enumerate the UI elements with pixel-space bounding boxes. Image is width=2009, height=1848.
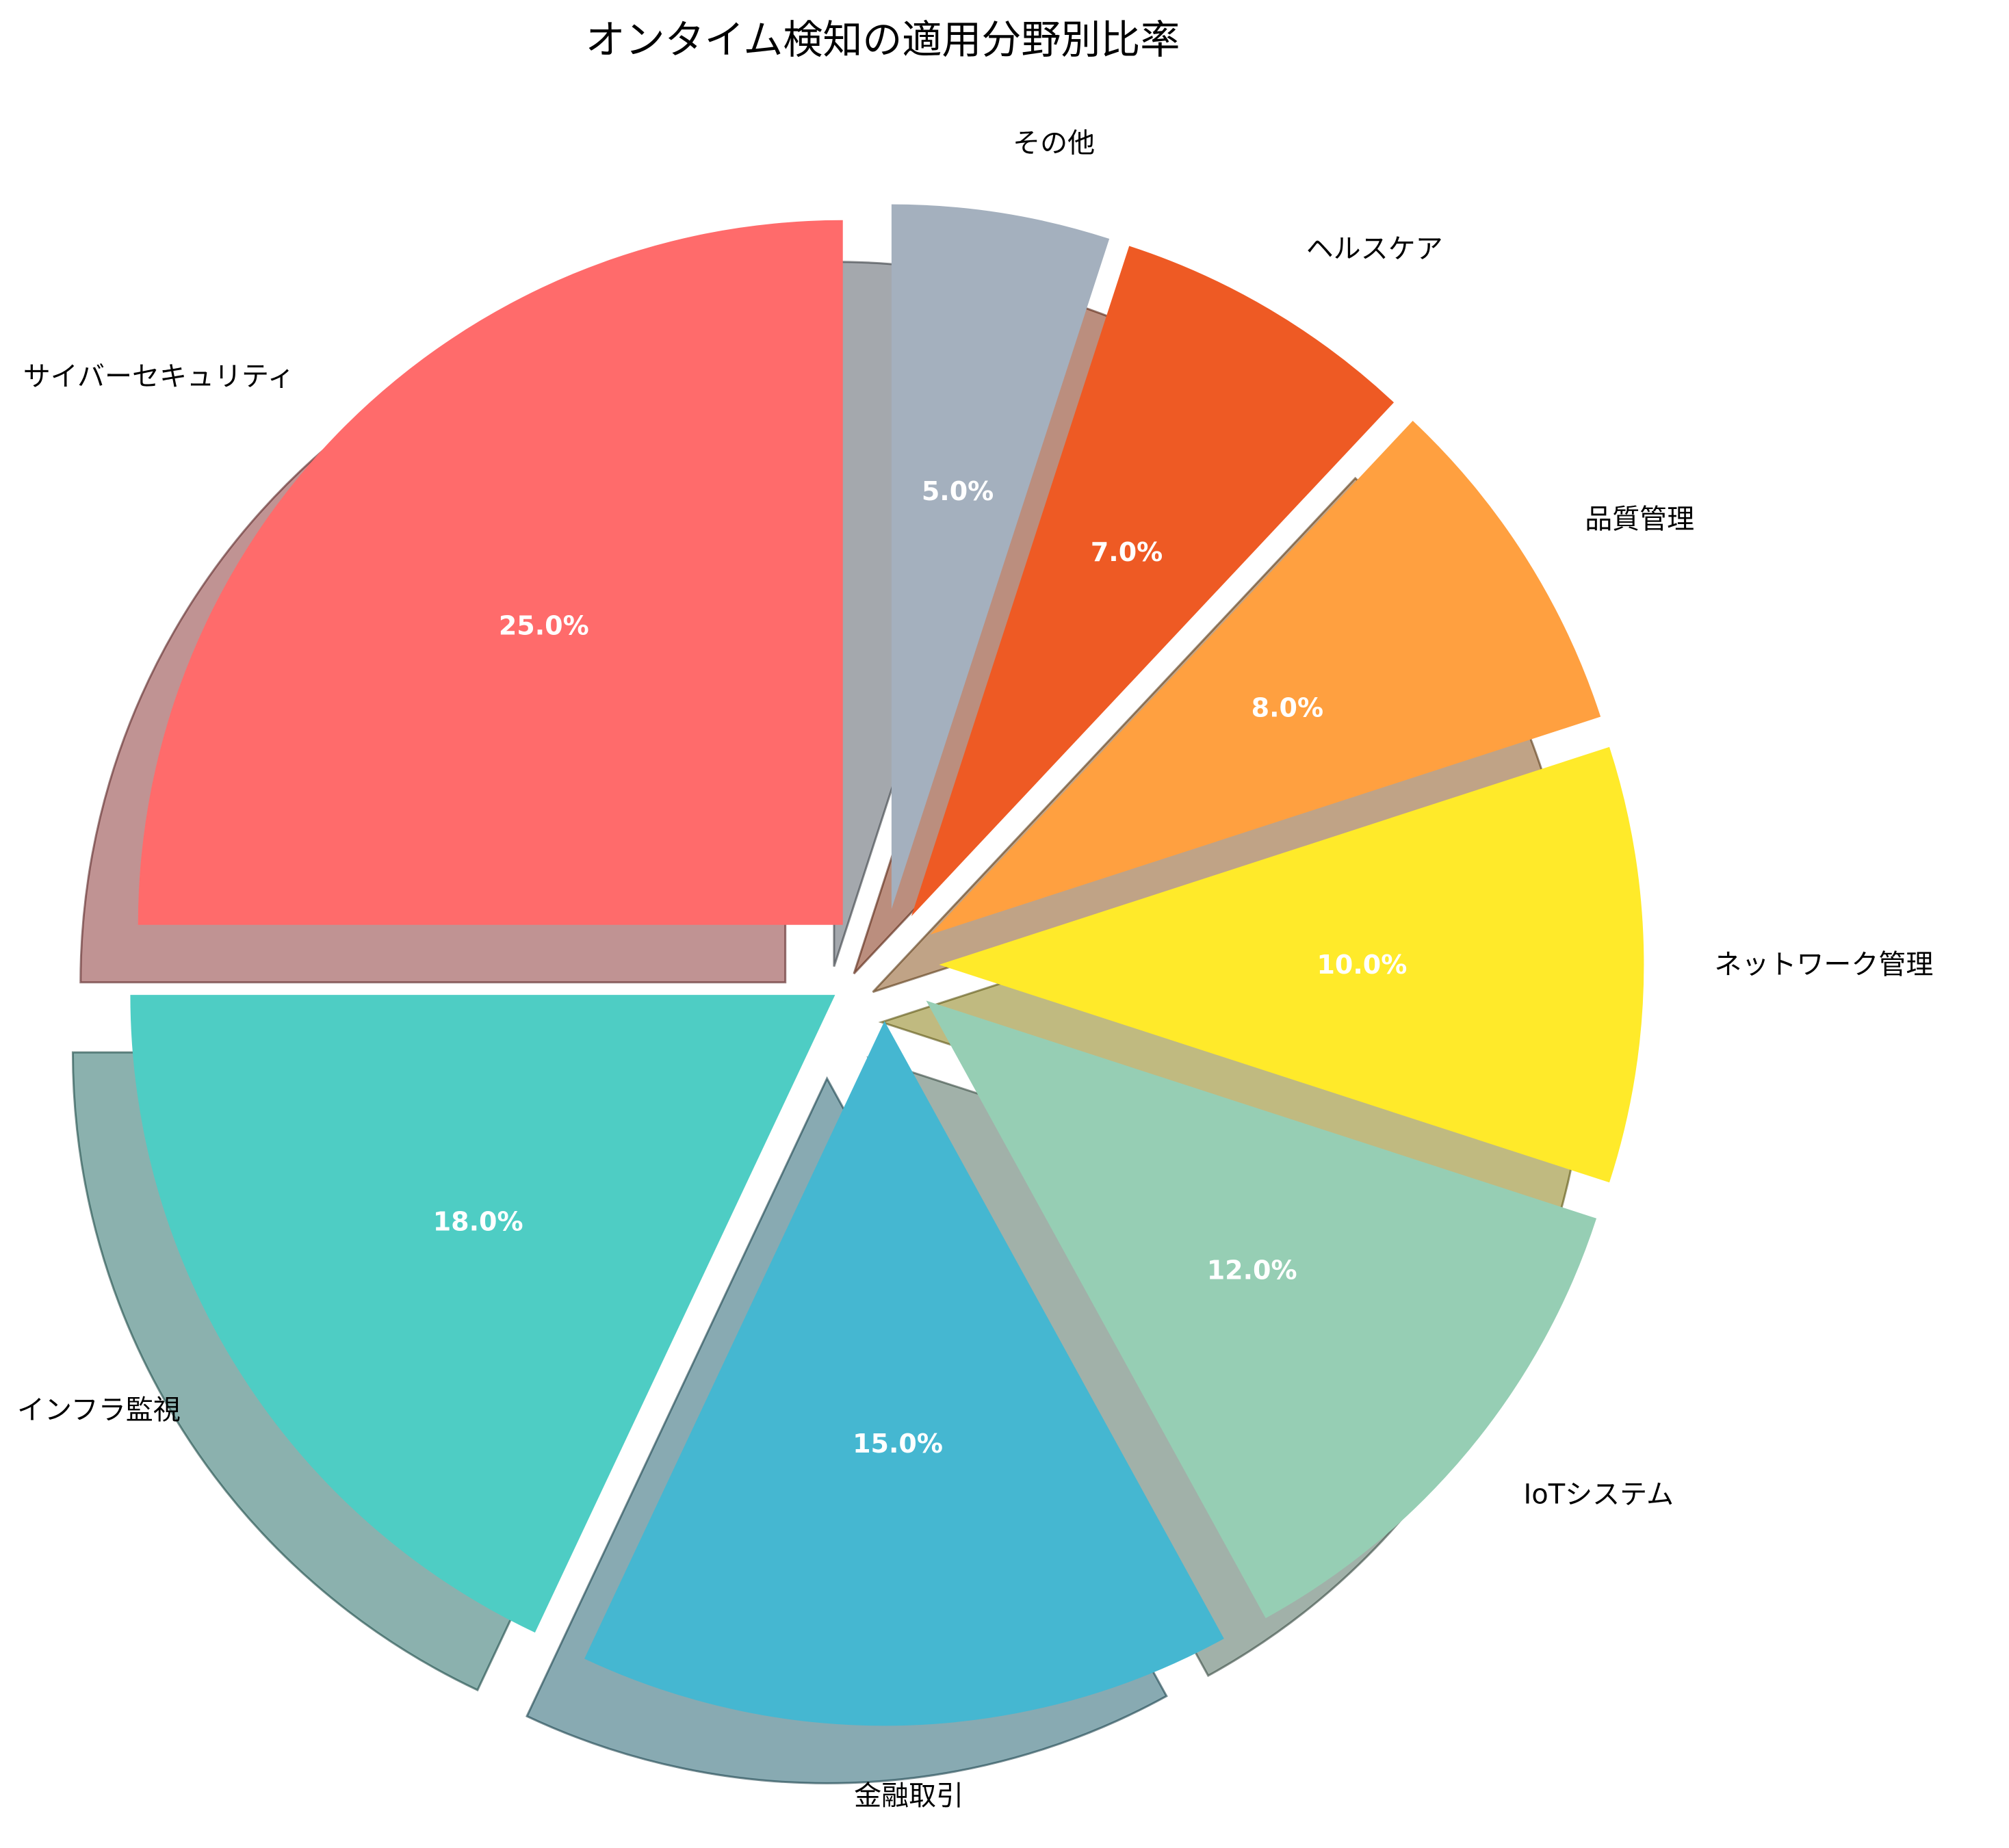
category-label-healthcare: ヘルスケア [1306,233,1443,265]
pct-label-financial-trading: 15.0% [853,1429,943,1459]
percentage-labels: 25.0% 18.0% 15.0% 12.0% 10.0% 8.0% 7.0% 5.0% [433,476,1408,1459]
category-label-cyber-security: サイバーセキュリティ [23,361,295,393]
pie-slice-healthcare [911,246,1395,917]
pie-slice-other [891,204,1110,909]
pct-label-iot-system: 12.0% [1207,1255,1297,1285]
chart-title: オンタイム検知の適用分野別比率 [586,16,1180,63]
category-label-other: その他 [1013,128,1095,159]
pie-slice-cyber-security [138,220,843,925]
category-label-iot-system: IoTシステム [1523,1479,1674,1511]
pie-slice-financial-trading [584,1021,1224,1726]
pct-label-other: 5.0% [922,476,994,506]
category-label-financial-trading: 金融取引 [854,1780,963,1812]
pct-label-healthcare: 7.0% [1091,537,1163,567]
pct-label-cyber-security: 25.0% [499,611,589,641]
category-label-quality-control: 品質管理 [1585,504,1694,535]
pie-slice-quality-control [930,421,1601,935]
category-label-infra-monitoring: インフラ監視 [17,1394,181,1426]
category-label-network-management: ネットワーク管理 [1714,949,1933,980]
pct-label-quality-control: 8.0% [1252,693,1323,723]
pie-slice-infra-monitoring [130,995,835,1633]
pie-slice-network-management [939,746,1644,1183]
pie-slice-iot-system [926,1000,1597,1619]
pct-label-infra-monitoring: 18.0% [433,1206,523,1236]
pct-label-network-management: 10.0% [1317,950,1407,980]
slice-layer [130,204,1644,1726]
